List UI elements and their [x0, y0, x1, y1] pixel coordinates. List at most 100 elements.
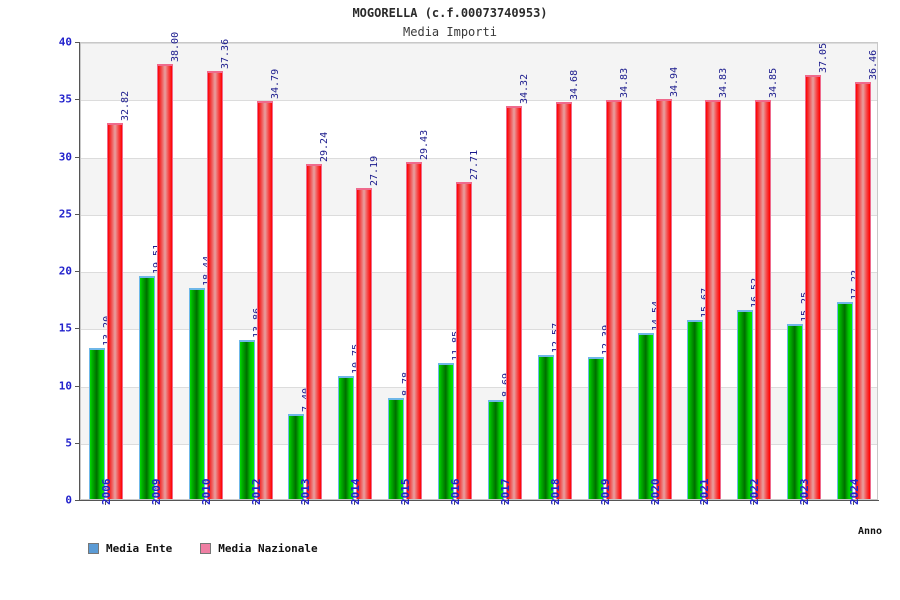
- bar-media-nazionale[interactable]: [705, 100, 722, 499]
- y-axis-tick-label: 20: [58, 264, 72, 278]
- bar-media-ente[interactable]: [637, 332, 654, 499]
- x-axis-tick-mark: [753, 500, 755, 505]
- bar-media-nazionale[interactable]: [805, 74, 822, 499]
- x-axis-tick-mark: [304, 500, 306, 505]
- bar-media-ente[interactable]: [238, 340, 255, 499]
- bar-value-label: 32.82: [119, 91, 131, 122]
- bar-media-nazionale[interactable]: [356, 187, 373, 499]
- x-axis-tick-mark: [853, 500, 855, 505]
- bar-media-ente[interactable]: [537, 355, 554, 499]
- bar-media-ente[interactable]: [737, 309, 754, 499]
- bar-media-nazionale[interactable]: [156, 63, 173, 499]
- grid-line: [81, 272, 877, 273]
- y-axis-tick-mark: [75, 328, 80, 330]
- chart-title: MOGORELLA (c.f.00073740953): [352, 6, 548, 20]
- y-axis-tick-mark: [75, 156, 80, 158]
- grid-line: [81, 43, 877, 44]
- grid-line: [81, 329, 877, 331]
- y-axis-tick-mark: [75, 442, 80, 444]
- x-axis-tick-mark: [503, 500, 505, 505]
- y-axis-tick-mark: [75, 271, 80, 272]
- x-axis-tick-label: 2021: [698, 478, 712, 506]
- bar-value-label: 38.00: [169, 31, 181, 62]
- x-axis-tick-label: 2006: [99, 478, 113, 506]
- x-axis-tick-mark: [803, 500, 805, 505]
- bar-media-ente[interactable]: [787, 324, 804, 499]
- x-axis-tick-label: 2016: [449, 478, 463, 506]
- x-axis-tick-label: 2015: [399, 478, 413, 506]
- bar-media-nazionale[interactable]: [855, 81, 872, 499]
- y-axis-tick-label: 40: [58, 35, 72, 49]
- bar-value-label: 34.85: [768, 67, 780, 98]
- x-axis-tick-mark: [354, 500, 356, 505]
- x-axis-tick-label: 2010: [199, 478, 213, 506]
- bar-value-label: 27.19: [369, 155, 381, 186]
- x-axis-tick-label: 2009: [149, 478, 163, 506]
- bar-media-ente[interactable]: [388, 398, 405, 499]
- x-axis-tick-label: 2020: [648, 478, 662, 506]
- bar-media-nazionale[interactable]: [505, 106, 522, 499]
- chart-legend: Media Ente Media Nazionale: [88, 542, 340, 555]
- x-axis-tick-label: 2022: [748, 478, 762, 506]
- legend-swatch-icon: [88, 543, 99, 554]
- grid-line: [81, 214, 877, 216]
- x-axis-line: [79, 500, 879, 501]
- x-axis-tick-mark: [204, 500, 206, 505]
- bar-value-label: 27.71: [469, 149, 481, 180]
- bar-media-ente[interactable]: [687, 319, 704, 499]
- y-axis-tick-label: 0: [65, 493, 72, 507]
- legend-label: Media Ente: [106, 542, 173, 555]
- y-axis-tick-mark: [75, 500, 80, 501]
- x-axis-tick-label: 2018: [548, 478, 562, 506]
- bar-media-ente[interactable]: [338, 375, 355, 499]
- bar-media-nazionale[interactable]: [655, 98, 672, 499]
- bar-media-nazionale[interactable]: [406, 162, 423, 499]
- bar-media-nazionale[interactable]: [106, 123, 123, 499]
- legend-label: Media Nazionale: [218, 542, 318, 555]
- x-axis-tick-label: 2014: [349, 478, 363, 506]
- bar-value-label: 34.94: [668, 66, 680, 97]
- x-axis-tick-label: 2013: [299, 478, 313, 506]
- x-axis-tick-label: 2023: [798, 478, 812, 506]
- bar-media-ente[interactable]: [188, 287, 205, 499]
- grid-line: [81, 157, 877, 159]
- bar-media-ente[interactable]: [288, 414, 305, 499]
- bar-media-ente[interactable]: [837, 301, 854, 499]
- bar-media-nazionale[interactable]: [755, 99, 772, 499]
- bar-value-label: 37.36: [219, 39, 231, 70]
- y-axis-tick-label: 25: [58, 207, 72, 221]
- bar-media-nazionale[interactable]: [456, 181, 473, 499]
- legend-item[interactable]: Media Ente: [88, 542, 172, 555]
- x-axis-tick-label: 2019: [598, 478, 612, 506]
- bar-media-ente[interactable]: [587, 357, 604, 499]
- x-axis-tick-label: 2024: [848, 478, 862, 506]
- x-axis-tick-mark: [653, 500, 655, 505]
- bar-media-ente[interactable]: [138, 275, 155, 499]
- bar-media-nazionale[interactable]: [555, 101, 572, 499]
- x-axis-label: Anno: [858, 526, 883, 537]
- bar-value-label: 34.79: [269, 68, 281, 99]
- bar-value-label: 34.32: [518, 73, 530, 105]
- legend-item[interactable]: Media Nazionale: [200, 542, 318, 555]
- bar-media-nazionale[interactable]: [306, 164, 323, 499]
- x-axis-tick-mark: [254, 500, 256, 505]
- plot-band: [81, 43, 877, 101]
- x-axis-tick-mark: [154, 500, 156, 505]
- plot-area: 13.2032.8219.5138.0018.4437.3613.8634.79…: [80, 32, 879, 500]
- bar-value-label: 37.05: [818, 42, 830, 73]
- bar-media-nazionale[interactable]: [605, 100, 622, 499]
- x-axis-tick-mark: [553, 500, 555, 505]
- y-axis-tick-label: 30: [58, 150, 72, 163]
- bar-media-ente[interactable]: [438, 363, 455, 499]
- y-axis-tick-mark: [75, 385, 80, 387]
- bar-media-nazionale[interactable]: [256, 100, 273, 499]
- y-axis-tick-label: 5: [65, 436, 72, 450]
- x-axis-tick-label: 2012: [249, 478, 263, 506]
- bar-media-ente[interactable]: [487, 399, 504, 499]
- y-axis-label: Euro: [0, 230, 3, 255]
- bar-value-label: 34.68: [568, 69, 580, 100]
- bar-media-nazionale[interactable]: [206, 71, 223, 499]
- bar-value-label: 29.24: [319, 132, 331, 163]
- bar-media-ente[interactable]: [88, 347, 105, 499]
